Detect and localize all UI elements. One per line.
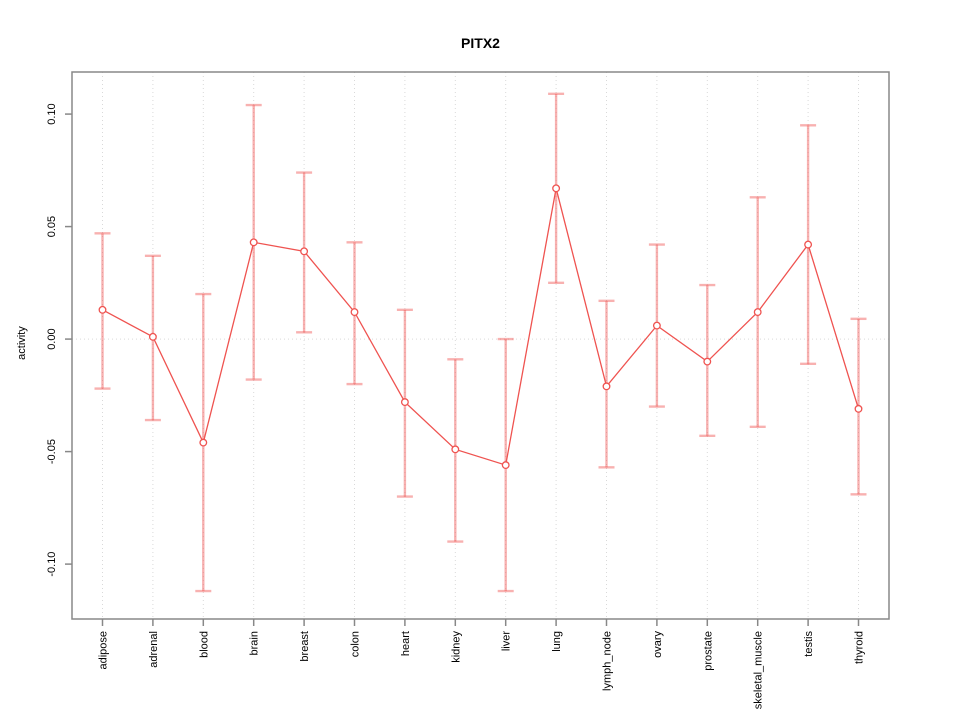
- x-tick-label: heart: [400, 631, 412, 656]
- data-point: [350, 308, 359, 317]
- y-tick-label: 0.05: [46, 216, 58, 237]
- x-tick-label: liver: [501, 631, 513, 652]
- data-point: [451, 445, 460, 454]
- data-point: [753, 308, 762, 317]
- data-point: [602, 382, 611, 391]
- x-tick-label: adrenal: [148, 631, 160, 668]
- x-tick-label: testis: [803, 631, 815, 657]
- x-tick-label: blood: [198, 631, 210, 658]
- x-tick-label: prostate: [702, 631, 714, 671]
- x-tick-label: colon: [350, 631, 362, 657]
- y-tick-label: 0.10: [46, 103, 58, 124]
- x-tick-label: skeletal_muscle: [753, 631, 765, 709]
- data-point: [300, 247, 309, 256]
- data-point: [703, 357, 712, 366]
- data-point: [501, 461, 510, 470]
- x-tick-label: lung: [551, 631, 563, 652]
- y-tick-label: -0.05: [46, 439, 58, 464]
- data-point: [400, 398, 409, 407]
- x-tick-label: breast: [299, 631, 311, 662]
- x-tick-label: lymph_node: [602, 631, 614, 691]
- data-point: [652, 321, 661, 330]
- data-point: [249, 238, 258, 247]
- x-tick-label: adipose: [98, 631, 110, 670]
- x-tick-label: kidney: [450, 631, 462, 663]
- data-point: [854, 404, 863, 413]
- data-point: [148, 332, 157, 341]
- x-tick-label: thyroid: [854, 631, 866, 664]
- x-tick-label: brain: [249, 631, 261, 655]
- data-point: [98, 305, 107, 314]
- data-point: [199, 438, 208, 447]
- data-point: [804, 240, 813, 249]
- chart-title: PITX2: [461, 35, 500, 51]
- plot-frame: [71, 71, 890, 620]
- x-tick-label: ovary: [652, 631, 664, 658]
- y-tick-label: 0.00: [46, 328, 58, 349]
- data-point: [552, 184, 561, 193]
- data-line: [102, 188, 860, 466]
- y-tick-label: -0.10: [46, 552, 58, 577]
